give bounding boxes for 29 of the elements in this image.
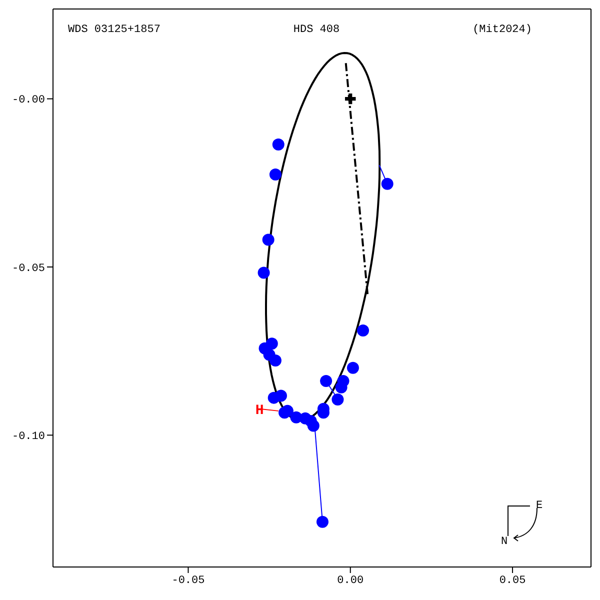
point — [307, 420, 320, 432]
x-tick-label: 0.05 — [499, 574, 526, 587]
x-tick-label: 0.00 — [337, 574, 364, 587]
x-tick-label: -0.05 — [172, 574, 205, 587]
annotation: H — [255, 402, 264, 419]
annotation: E — [536, 500, 543, 512]
point — [381, 178, 394, 190]
annotation: (Mit2024) — [472, 24, 532, 36]
point — [346, 362, 359, 374]
y-tick-label: -0.00 — [12, 94, 45, 107]
point — [266, 338, 278, 350]
annotation: N — [501, 536, 508, 548]
point — [345, 93, 356, 104]
point — [332, 394, 344, 406]
point — [357, 324, 370, 337]
y-tick-label: -0.05 — [12, 262, 45, 275]
point — [269, 354, 282, 366]
annotation: WDS 03125+1857 — [68, 24, 160, 36]
point — [269, 168, 282, 180]
point — [316, 516, 328, 528]
point — [320, 375, 332, 387]
point — [335, 381, 348, 394]
point — [258, 266, 270, 279]
point — [272, 138, 284, 151]
point — [262, 234, 274, 246]
y-tick-label: -0.10 — [12, 431, 45, 444]
text: HDS 408 — [293, 24, 340, 36]
point — [290, 411, 302, 424]
point — [268, 392, 280, 404]
